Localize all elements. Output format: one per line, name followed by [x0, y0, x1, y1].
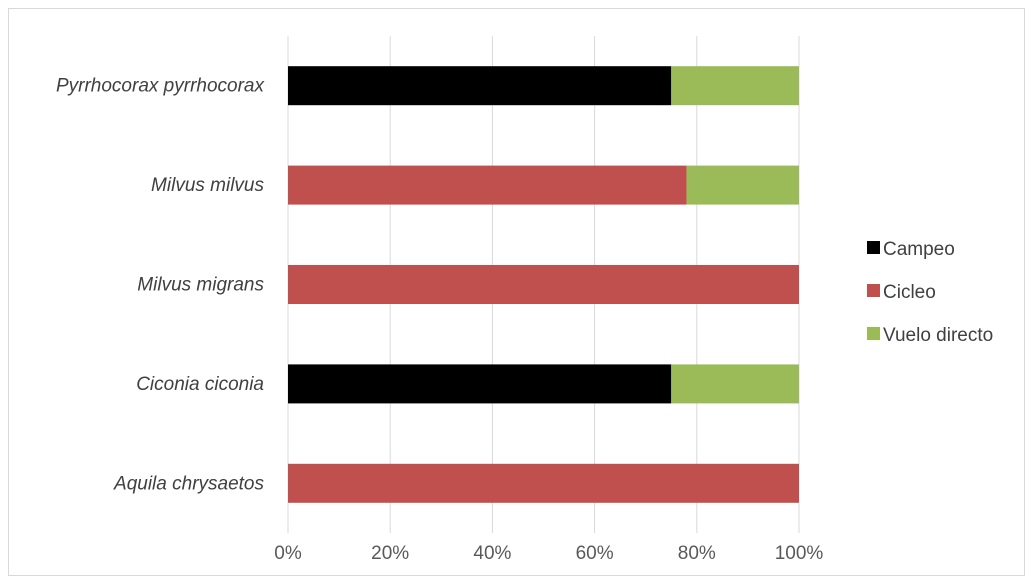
chart-frame [8, 8, 1025, 576]
legend-swatch [867, 241, 880, 254]
x-tick-label: 0% [274, 543, 302, 564]
x-tick-label: 60% [576, 543, 614, 564]
x-tick-label: 20% [371, 543, 409, 564]
x-tick-label: 80% [678, 543, 716, 564]
bar-segment [671, 66, 799, 106]
bar-segment [288, 265, 799, 304]
legend-label: Cicleo [883, 282, 936, 303]
bar-segment [288, 463, 799, 503]
bar-segment [288, 364, 672, 404]
legend-swatch [867, 284, 880, 297]
bar-segment [671, 364, 799, 404]
bar-segment [288, 165, 687, 205]
legend-label: Vuelo directo [883, 325, 993, 346]
x-tick-label: 40% [473, 543, 511, 564]
bar-segment [686, 165, 799, 205]
category-label: Ciconia ciconia [136, 374, 264, 395]
x-tick-label: 100% [775, 543, 824, 564]
category-label: Pyrrhocorax pyrrhocorax [56, 76, 266, 97]
category-label: Milvus milvus [151, 175, 264, 196]
legend-label: Campeo [883, 239, 955, 260]
bar-segment [288, 66, 672, 106]
category-label: Milvus migrans [137, 275, 264, 296]
legend-swatch [867, 327, 880, 340]
category-label: Aquila chrysaetos [113, 473, 264, 494]
